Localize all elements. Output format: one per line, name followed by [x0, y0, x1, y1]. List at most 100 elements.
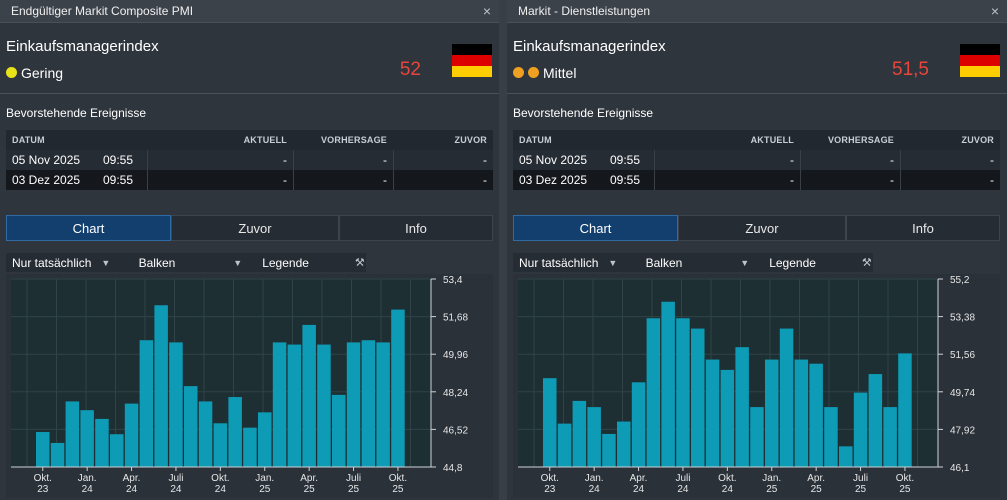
wrench-icon[interactable]: ⚒	[861, 257, 872, 269]
bar	[154, 305, 168, 467]
bar	[124, 403, 139, 467]
bar	[735, 347, 749, 467]
x-tick-label: 24	[589, 484, 601, 495]
chart-type-label: Balken	[645, 255, 683, 270]
x-tick-label: 25	[766, 484, 778, 495]
importance-dot-icon	[6, 67, 17, 78]
table-row[interactable]: 05 Nov 2025 09:55 - - -	[6, 150, 493, 170]
x-tick-label: 25	[348, 484, 360, 495]
filter-dropdown[interactable]: Nur tatsächlich ▼	[6, 256, 133, 270]
y-tick-label: 49,96	[443, 350, 468, 361]
y-tick-label: 47,92	[950, 425, 975, 436]
table-row[interactable]: 03 Dez 2025 09:55 - - -	[6, 170, 493, 190]
x-tick-label: 24	[633, 484, 645, 495]
tab-zuvor[interactable]: Zuvor	[171, 215, 339, 241]
x-tick-label: 25	[899, 484, 911, 495]
x-tick-label: Juli	[346, 473, 361, 484]
bar	[824, 407, 838, 467]
bar	[169, 342, 183, 467]
y-tick-label: 44,8	[443, 463, 463, 474]
indicator-value: 51,5	[892, 59, 929, 80]
panel-title-bar[interactable]: Markit - Dienstleistungen ×	[507, 0, 1007, 23]
events-table-header: DATUM AKTUELL VORHERSAGE ZUVOR	[513, 130, 1000, 150]
bar	[543, 378, 557, 467]
row-date: 05 Nov 2025	[12, 153, 81, 167]
bar	[376, 342, 390, 467]
table-row[interactable]: 05 Nov 2025 09:55 - - -	[513, 150, 1000, 170]
col-zuvor: ZUVOR	[961, 135, 994, 145]
col-datum: DATUM	[519, 135, 552, 145]
close-icon[interactable]: ×	[482, 3, 491, 19]
bar	[228, 397, 242, 467]
legend-toggle[interactable]: Legende ⚒	[258, 256, 366, 270]
x-tick-label: Juli	[853, 473, 868, 484]
row-date: 05 Nov 2025	[519, 153, 588, 167]
bar	[617, 421, 631, 467]
germany-flag-icon	[960, 44, 1000, 77]
row-date: 03 Dez 2025	[12, 173, 81, 187]
bar	[258, 412, 272, 467]
chevron-down-icon: ▼	[101, 257, 111, 268]
x-tick-label: 25	[392, 484, 404, 495]
tab-zuvor[interactable]: Zuvor	[678, 215, 846, 241]
x-tick-label: 23	[37, 484, 49, 495]
importance-level: Gering	[6, 65, 63, 81]
bar	[839, 446, 853, 467]
x-tick-label: 24	[722, 484, 734, 495]
bar	[36, 432, 50, 467]
bar	[809, 363, 823, 467]
row-forecast: -	[800, 170, 900, 190]
chart-svg: 55,253,3851,5649,7447,9246,1Okt.23Jan.24…	[513, 274, 1000, 498]
panel-title: Markit - Dienstleistungen	[518, 4, 651, 18]
flag-stripe-black	[452, 44, 492, 55]
tab-chart[interactable]: Chart	[6, 215, 171, 241]
chart-type-dropdown[interactable]: Balken ▼	[640, 256, 766, 270]
bar	[676, 318, 690, 467]
importance-level: Mittel	[513, 65, 576, 81]
x-tick-label: Apr.	[630, 473, 648, 484]
bar	[646, 318, 661, 467]
bar	[868, 374, 883, 467]
y-tick-label: 49,74	[950, 388, 975, 399]
bar-chart: 53,4 51,68 49,96 48,24 46,52 44,8 Okt. 23 Jan. 24…	[6, 274, 493, 498]
col-vorhersage: VORHERSAGE	[320, 135, 387, 145]
legend-label: Legende	[262, 255, 309, 270]
tab-chart[interactable]: Chart	[513, 215, 678, 241]
chevron-down-icon: ▼	[608, 257, 618, 268]
row-actual: -	[654, 150, 800, 170]
filter-dropdown[interactable]: Nur tatsächlich ▼	[513, 256, 640, 270]
tab-info[interactable]: Info	[846, 215, 1000, 241]
col-vorhersage: VORHERSAGE	[827, 135, 894, 145]
indicator-title: Einkaufsmanagerindex	[6, 38, 159, 55]
chart-type-dropdown[interactable]: Balken ▼	[133, 256, 259, 270]
flag-stripe-black	[960, 44, 1000, 55]
bar	[332, 394, 346, 467]
bar	[631, 382, 646, 467]
row-previous: -	[393, 150, 493, 170]
x-tick-label: 23	[544, 484, 556, 495]
legend-toggle[interactable]: Legende ⚒	[765, 256, 873, 270]
y-tick-label: 53,4	[443, 275, 463, 286]
importance-dot-icon	[513, 67, 524, 78]
y-tick-label: 53,38	[950, 313, 975, 324]
close-icon[interactable]: ×	[990, 3, 999, 19]
x-tick-label: Apr.	[300, 473, 318, 484]
chart-type-label: Balken	[138, 255, 176, 270]
bar	[557, 423, 572, 467]
x-tick-label: Okt.	[718, 473, 736, 484]
germany-flag-icon	[452, 44, 492, 77]
bar	[213, 423, 228, 467]
wrench-icon[interactable]: ⚒	[354, 257, 365, 269]
bar	[602, 433, 616, 467]
bar	[110, 434, 124, 467]
x-tick-label: Okt.	[211, 473, 229, 484]
indicator-summary: Einkaufsmanagerindex Mittel 51,5	[507, 23, 1007, 94]
indicator-title: Einkaufsmanagerindex	[513, 38, 666, 55]
row-forecast: -	[800, 150, 900, 170]
panel-title-bar[interactable]: Endgültiger Markit Composite PMI ×	[0, 0, 499, 23]
table-row[interactable]: 03 Dez 2025 09:55 - - -	[513, 170, 1000, 190]
tab-info[interactable]: Info	[339, 215, 493, 241]
view-tabs: Chart Zuvor Info	[6, 215, 493, 241]
row-actual: -	[147, 150, 293, 170]
y-tick-label: 55,2	[950, 275, 970, 286]
